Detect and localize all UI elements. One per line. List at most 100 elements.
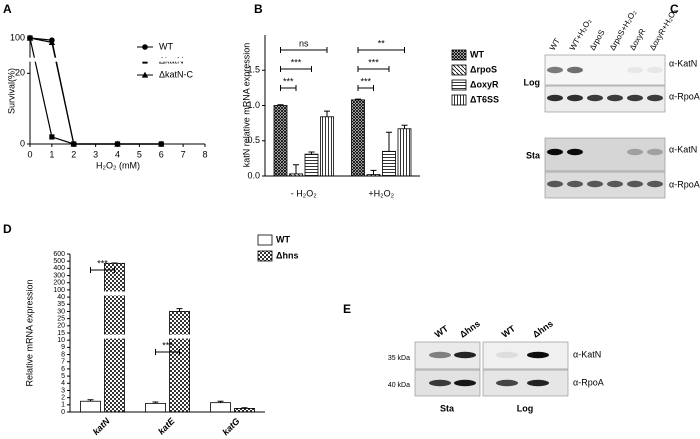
bar <box>351 99 365 177</box>
y-tick-label: 30 <box>57 308 65 315</box>
blot-band <box>547 180 563 188</box>
error-bar <box>241 407 248 409</box>
x-tick-label: 5 <box>137 149 142 159</box>
significance-label: ** <box>378 38 386 48</box>
significance-bracket <box>280 47 328 53</box>
significance-label: ns <box>299 38 309 48</box>
panel-letter: E <box>343 302 351 316</box>
significance-bracket <box>357 66 390 72</box>
y-tick-label: 2 <box>61 394 65 401</box>
blot-c: Log Sta α-KatN α-RpoA α-KatN α-RpoA WT WT… <box>524 7 700 199</box>
error-bar <box>308 151 315 155</box>
y-tick-label: 10 <box>57 337 65 344</box>
y-axis-label: Relative mRNA expression <box>24 279 34 386</box>
y-tick-label: 600 <box>53 251 65 258</box>
blot-band <box>627 180 643 188</box>
axis-break <box>26 57 207 62</box>
blot-band <box>627 148 643 156</box>
condition-label: Sta <box>440 403 455 413</box>
bar <box>397 128 412 177</box>
y-tick-label: 5 <box>61 373 65 380</box>
significance-bracket <box>90 267 115 273</box>
condition-label: Log <box>517 403 534 413</box>
blot-band <box>627 66 643 74</box>
point <box>48 39 56 46</box>
y-tick-label: 200 <box>53 280 65 287</box>
antibody-label: α-KatN <box>669 144 697 154</box>
bar <box>169 311 190 413</box>
blot-band <box>607 180 623 188</box>
bar <box>320 116 334 177</box>
blot-band <box>567 180 583 188</box>
y-tick-label: 100 <box>53 287 65 294</box>
lane-label: WT <box>548 37 562 52</box>
y-tick-label: 500 <box>53 258 65 265</box>
y-tick-label: 100 <box>10 32 25 42</box>
significance-bracket <box>280 66 312 72</box>
x-tick-label: 4 <box>115 149 120 159</box>
y-tick-label: 0 <box>20 138 25 148</box>
blot-band <box>627 94 643 102</box>
bar <box>273 105 288 177</box>
bar <box>234 408 255 413</box>
antibody-label: α-RpoA <box>669 91 700 101</box>
legend-swatch <box>451 64 467 76</box>
blot-band <box>429 379 451 387</box>
series-line <box>29 37 162 145</box>
blot-band <box>429 351 451 359</box>
blot-band <box>607 94 623 102</box>
x-tick-label: +H₂O₂ <box>368 188 394 198</box>
panel-letter: B <box>254 2 263 16</box>
blot-band <box>587 94 603 102</box>
error-bar <box>355 98 361 100</box>
panel-letter: A <box>3 2 12 16</box>
legend-swatch <box>451 94 467 106</box>
y-tick-label: 1.5 <box>247 65 260 75</box>
lane-label: ΔoxyR <box>628 27 648 52</box>
bar <box>210 402 231 413</box>
lane-label: WT <box>433 323 451 340</box>
error-bar <box>277 104 284 106</box>
significance-bracket <box>357 47 405 53</box>
blot-band <box>454 379 476 387</box>
x-tick-label: 1 <box>49 149 54 159</box>
legend-label: Δhns <box>276 250 298 260</box>
x-tick-label: katN <box>91 416 112 437</box>
legend-label: ΔT6SS <box>470 94 499 104</box>
significance-bracket <box>280 85 297 91</box>
point <box>70 140 77 147</box>
x-tick-label: 8 <box>202 149 207 159</box>
x-tick-label: 2 <box>71 149 76 159</box>
y-tick-label: 0.0 <box>247 170 260 180</box>
legend-marker <box>142 44 148 50</box>
point <box>26 34 34 41</box>
antibody-label: α-KatN <box>669 58 697 68</box>
panel-letter: C <box>670 2 679 16</box>
error-bar <box>370 169 377 175</box>
point <box>114 140 121 147</box>
antibody-label: α-RpoA <box>669 179 700 189</box>
legend-swatch <box>451 49 467 61</box>
blot-band <box>496 379 518 387</box>
row-label: Sta <box>526 150 541 160</box>
y-tick-label: 20 <box>15 68 25 78</box>
y-tick-label: 7 <box>61 359 65 366</box>
y-tick-label: 1.0 <box>247 100 260 110</box>
y-tick-label: 300 <box>53 272 65 279</box>
legend-label: ΔkatN-C <box>159 69 194 79</box>
size-marker: 35 kDa <box>388 355 410 362</box>
y-axis-label: katN relative mRNA expression <box>241 43 251 168</box>
lane-label: WT <box>500 323 518 340</box>
y-axis-label: Survival(%) <box>6 68 16 114</box>
legend-label: WT <box>470 49 484 59</box>
blot-band <box>527 351 549 359</box>
bar <box>382 150 396 177</box>
blot-band <box>496 351 518 359</box>
blot-band <box>567 148 583 156</box>
point <box>49 134 55 140</box>
y-tick-label: 6 <box>61 366 65 373</box>
bar <box>145 402 166 413</box>
blot-band <box>587 180 603 188</box>
x-tick-label: 6 <box>159 149 164 159</box>
